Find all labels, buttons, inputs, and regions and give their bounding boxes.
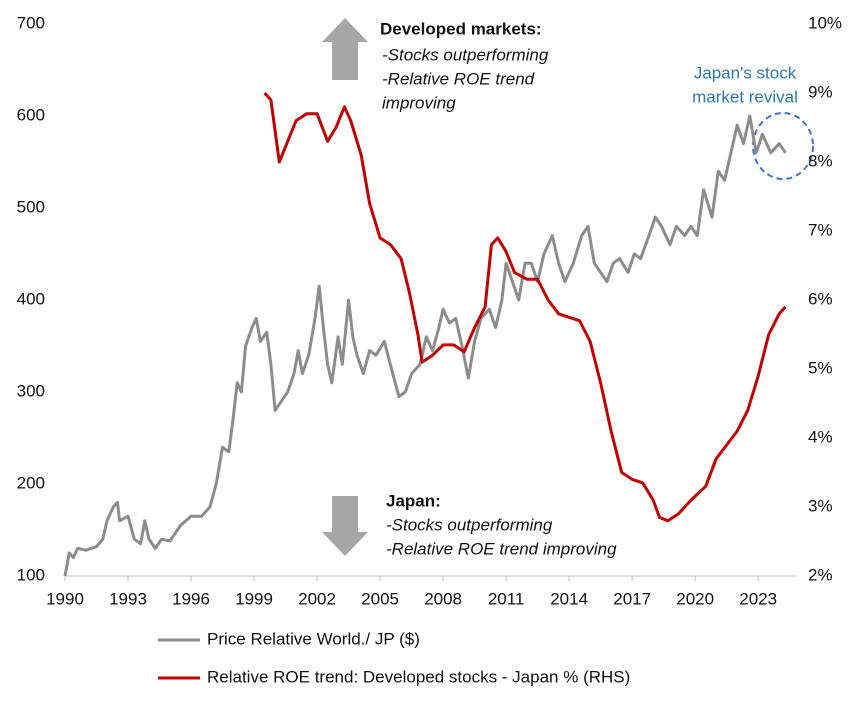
y2-tick-label: 4% [808, 427, 833, 446]
down-arrow [322, 496, 368, 556]
y2-tick-label: 9% [808, 82, 833, 101]
x-tick-label: 2017 [613, 589, 651, 608]
x-tick-label: 1990 [46, 589, 84, 608]
annotation: Japan's stock [694, 63, 797, 82]
y2-tick-label: 3% [808, 496, 833, 515]
x-tick-label: 2008 [424, 589, 462, 608]
annotation: improving [382, 93, 456, 112]
series-line [263, 91, 787, 523]
annotation: market revival [692, 87, 798, 106]
plot: 100 200 300 400 500 600 700 2% 3% 4% 5% 6% 7% 8% 9% 10%… [17, 13, 842, 686]
y-tick-label: 100 [17, 565, 45, 584]
y-tick-label: 300 [17, 381, 45, 400]
y-tick-label: 700 [17, 13, 45, 32]
x-tick-label: 2020 [676, 589, 714, 608]
annotation: -Relative ROE trend improving [386, 539, 617, 558]
y-tick-label: 400 [17, 289, 45, 308]
annotation: -Stocks outperforming [386, 515, 553, 534]
y2-tick-label: 5% [808, 358, 833, 377]
annotation-title: Developed markets: [380, 19, 542, 38]
annotation-title: Japan: [386, 491, 441, 510]
y2-tick-label: 7% [808, 220, 833, 239]
revival-circle [752, 112, 814, 180]
annotation: -Relative ROE trend [382, 69, 535, 88]
y2-tick-label: 8% [808, 151, 833, 170]
legend-label: Price Relative World./ JP ($) [207, 629, 420, 648]
y2-tick-label: 2% [808, 565, 833, 584]
legend-label: Relative ROE trend: Developed stocks - J… [207, 667, 630, 686]
x-tick-label: 2005 [361, 589, 399, 608]
x-tick-label: 1996 [172, 589, 210, 608]
y-tick-label: 600 [17, 105, 45, 124]
y2-tick-label: 10% [808, 13, 842, 32]
x-tick-label: 2011 [488, 589, 525, 608]
annotation: -Stocks outperforming [382, 45, 549, 64]
x-tick-label: 2014 [550, 589, 588, 608]
y-tick-label: 500 [17, 197, 45, 216]
series-line [63, 114, 787, 577]
y2-tick-label: 6% [808, 289, 833, 308]
x-tick-label: 2023 [739, 589, 777, 608]
y-tick-label: 200 [17, 473, 45, 492]
x-tick-label: 2002 [298, 589, 336, 608]
x-tick-label: 1993 [109, 589, 147, 608]
x-tick-label: 1999 [235, 589, 273, 608]
up-arrow [322, 18, 368, 80]
